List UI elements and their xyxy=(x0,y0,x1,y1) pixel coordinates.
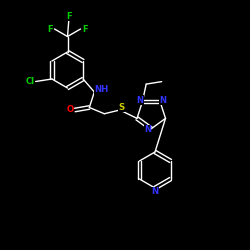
Text: F: F xyxy=(82,24,88,34)
Text: N: N xyxy=(152,187,158,196)
Text: N: N xyxy=(136,96,143,105)
Text: S: S xyxy=(118,103,124,112)
Text: N: N xyxy=(144,126,151,134)
Text: F: F xyxy=(66,12,71,21)
Text: Cl: Cl xyxy=(26,77,35,86)
Text: O: O xyxy=(67,106,74,114)
Text: N: N xyxy=(159,96,166,105)
Text: NH: NH xyxy=(94,86,108,94)
Text: F: F xyxy=(47,24,53,34)
